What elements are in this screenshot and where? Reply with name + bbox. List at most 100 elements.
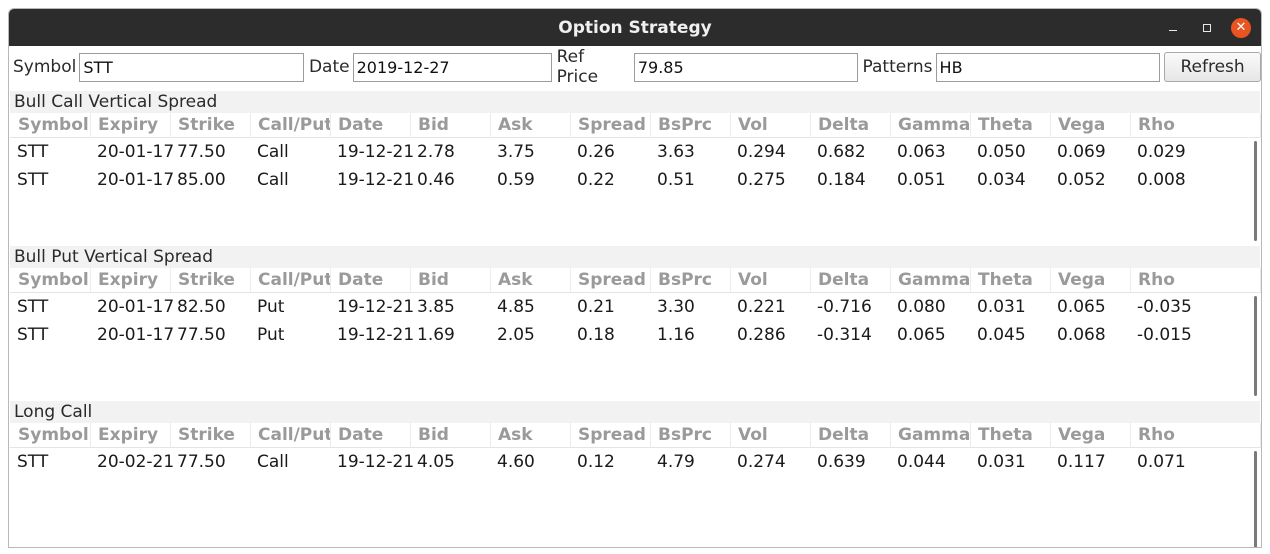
vertical-scrollbar[interactable] [1254, 141, 1257, 241]
date-label: Date [308, 57, 350, 77]
table-cell: 3.30 [657, 297, 695, 317]
column-header[interactable]: Vol [731, 268, 811, 293]
table-cell: Call [257, 142, 289, 162]
column-header[interactable]: Vega [1051, 423, 1131, 448]
table-cell: Call [257, 170, 289, 190]
table-cell: 0.639 [817, 452, 866, 472]
column-header[interactable]: Expiry [91, 423, 171, 448]
column-header[interactable]: Date [331, 423, 411, 448]
table-cell: 0.21 [577, 297, 615, 317]
column-header[interactable]: Spread [571, 113, 651, 138]
table-cell: 19-12-21 [337, 452, 415, 472]
table-row[interactable]: STT 20-02-21 77.50 Call 19-12-21 4.05 4.60 0.12… [10, 448, 1260, 476]
column-header[interactable]: Bid [411, 113, 491, 138]
column-header[interactable]: Rho [1131, 423, 1261, 448]
column-header[interactable]: Theta [971, 113, 1051, 138]
column-header[interactable]: BsPrc [651, 268, 731, 293]
table-cell: STT [17, 142, 49, 162]
column-header[interactable]: Symbol [11, 113, 91, 138]
column-header[interactable]: Call/Put [251, 113, 331, 138]
table-row[interactable]: STT 20-01-17 85.00 Call 19-12-21 0.46 0.59 0.22… [10, 166, 1260, 194]
window-title: Option Strategy [558, 17, 712, 38]
table-cell: 20-02-21 [97, 452, 175, 472]
column-header[interactable]: BsPrc [651, 113, 731, 138]
table-cell: -0.035 [1137, 297, 1192, 317]
column-header[interactable]: Bid [411, 268, 491, 293]
table-cell: 3.63 [657, 142, 695, 162]
vertical-scrollbar[interactable] [1254, 296, 1257, 396]
column-header[interactable]: Ask [491, 268, 571, 293]
column-header[interactable]: Vol [731, 113, 811, 138]
column-header[interactable]: Expiry [91, 113, 171, 138]
column-header[interactable]: Vega [1051, 113, 1131, 138]
vertical-scrollbar[interactable] [1254, 451, 1257, 547]
minimize-icon [1169, 30, 1177, 31]
column-header[interactable]: Theta [971, 423, 1051, 448]
table-cell: 0.052 [1057, 170, 1106, 190]
column-header[interactable]: Strike [171, 423, 251, 448]
table-cell: 0.031 [977, 452, 1026, 472]
column-header[interactable]: Call/Put [251, 423, 331, 448]
column-header[interactable]: BsPrc [651, 423, 731, 448]
table-cell: 77.50 [177, 325, 226, 345]
section-title: Long Call [10, 401, 1260, 423]
table-cell: 20-01-17 [97, 142, 175, 162]
column-header[interactable]: Theta [971, 268, 1051, 293]
column-header[interactable]: Symbol [11, 423, 91, 448]
ref-price-label: Ref Price [556, 47, 599, 87]
symbol-input[interactable] [79, 52, 304, 82]
column-header[interactable]: Vol [731, 423, 811, 448]
table-row[interactable]: STT 20-01-17 77.50 Put 19-12-21 1.69 2.05 0.18 1… [10, 321, 1260, 349]
options-table[interactable]: Symbol Expiry Strike Call/Put Date Bid Ask Spre… [10, 268, 1261, 401]
patterns-input[interactable] [935, 52, 1161, 82]
table-cell: 20-01-17 [97, 170, 175, 190]
column-header[interactable]: Date [331, 268, 411, 293]
table-cell: 0.221 [737, 297, 786, 317]
refresh-button[interactable]: Refresh [1164, 52, 1261, 82]
close-button[interactable]: ✕ [1231, 17, 1251, 38]
column-header[interactable]: Delta [811, 268, 891, 293]
column-header[interactable]: Symbol [11, 268, 91, 293]
table-cell: 4.60 [497, 452, 535, 472]
column-header[interactable]: Vega [1051, 268, 1131, 293]
table-cell: 0.044 [897, 452, 946, 472]
minimize-button[interactable] [1163, 18, 1183, 38]
table-cell: 77.50 [177, 452, 226, 472]
options-table[interactable]: Symbol Expiry Strike Call/Put Date Bid Ask Spre… [10, 423, 1261, 547]
column-header[interactable]: Ask [491, 113, 571, 138]
table-row[interactable]: STT 20-01-17 82.50 Put 19-12-21 3.85 4.85 0.21 3… [10, 293, 1260, 321]
column-header[interactable]: Strike [171, 113, 251, 138]
table-cell: 3.85 [417, 297, 455, 317]
patterns-label: Patterns [862, 57, 933, 77]
options-table[interactable]: Symbol Expiry Strike Call/Put Date Bid Ask Spre… [10, 113, 1261, 246]
column-header[interactable]: Spread [571, 268, 651, 293]
column-header[interactable]: Gamma [891, 113, 971, 138]
date-input[interactable] [352, 52, 552, 82]
column-header[interactable]: Delta [811, 113, 891, 138]
column-header[interactable]: Call/Put [251, 268, 331, 293]
column-header[interactable]: Gamma [891, 423, 971, 448]
ref-price-input[interactable] [633, 52, 858, 82]
table-cell: 2.05 [497, 325, 535, 345]
table-cell: 2.78 [417, 142, 455, 162]
table-cell: 0.59 [497, 170, 535, 190]
column-header[interactable]: Delta [811, 423, 891, 448]
column-header[interactable]: Spread [571, 423, 651, 448]
column-header[interactable]: Ask [491, 423, 571, 448]
column-header[interactable]: Date [331, 113, 411, 138]
table-cell: 0.063 [897, 142, 946, 162]
column-header[interactable]: Gamma [891, 268, 971, 293]
table-cell: STT [17, 325, 49, 345]
table-cell: 0.275 [737, 170, 786, 190]
table-row[interactable]: STT 20-01-17 77.50 Call 19-12-21 2.78 3.75 0.26… [10, 138, 1260, 166]
column-header[interactable]: Bid [411, 423, 491, 448]
column-header[interactable]: Rho [1131, 268, 1261, 293]
column-header[interactable]: Rho [1131, 113, 1261, 138]
maximize-button[interactable] [1197, 18, 1217, 38]
table-cell: 0.080 [897, 297, 946, 317]
table-cell: 0.071 [1137, 452, 1186, 472]
column-header[interactable]: Expiry [91, 268, 171, 293]
table-cell: 0.065 [1057, 297, 1106, 317]
column-header[interactable]: Strike [171, 268, 251, 293]
table-cell: 3.75 [497, 142, 535, 162]
